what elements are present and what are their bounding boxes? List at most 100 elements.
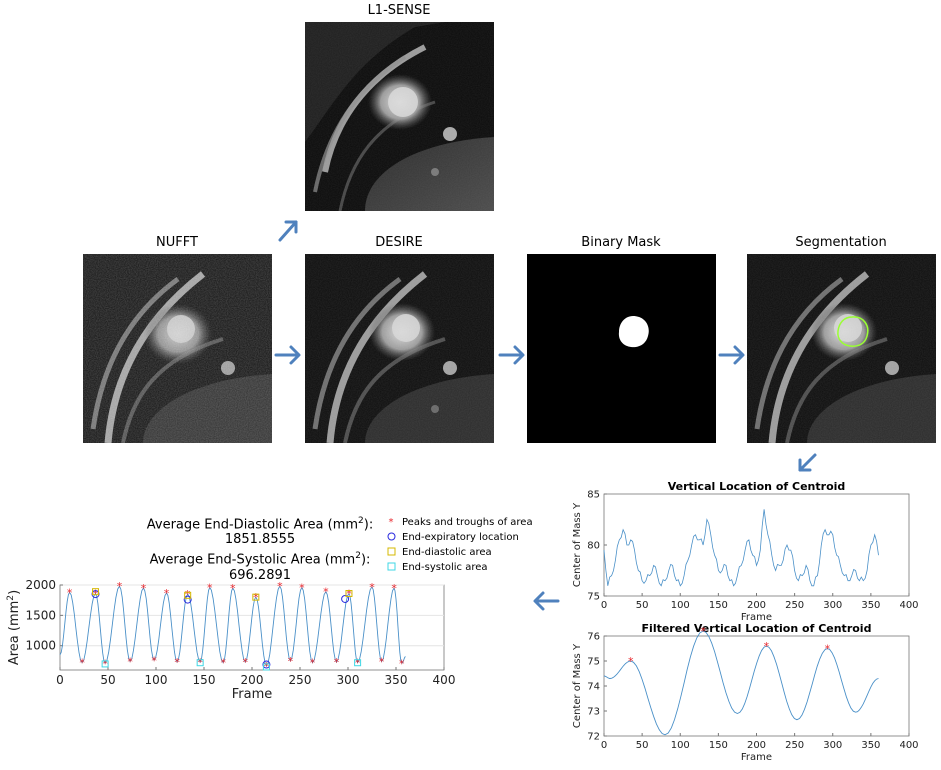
desire-image <box>305 254 494 443</box>
x-tick-label: 100 <box>671 600 690 611</box>
x-axis-label: Frame <box>232 687 273 700</box>
x-tick-label: 300 <box>337 673 360 687</box>
x-tick-label: 0 <box>56 673 64 687</box>
area-legend: * Peaks and troughs of area End-expirator… <box>380 515 533 575</box>
x-tick-label: 250 <box>785 600 804 611</box>
y-tick-label: 85 <box>587 489 600 500</box>
chart-title: Vertical Location of Centroid <box>668 480 846 493</box>
peak-marker: * <box>825 643 831 656</box>
vertical-series-line <box>603 509 879 587</box>
x-tick-label: 300 <box>823 740 842 751</box>
peak-marker: * <box>700 625 706 638</box>
plot-box <box>603 635 910 737</box>
x-tick-label: 150 <box>193 673 216 687</box>
peak-marker: * <box>764 640 770 653</box>
end-expiratory-marker <box>183 595 192 604</box>
peak-marker: * <box>174 656 180 669</box>
ed-area-value: 1851.8555 <box>224 532 296 547</box>
y-tick-label: 72 <box>587 731 600 742</box>
end-systolic-marker <box>354 659 362 667</box>
arrow-seg-plots <box>798 453 817 472</box>
x-tick-label: 100 <box>671 740 690 751</box>
y-tick-label: 76 <box>587 631 600 642</box>
x-tick-label: 50 <box>636 740 649 751</box>
x-tick-label: 400 <box>899 740 918 751</box>
peak-marker: * <box>323 586 329 599</box>
peak-marker: * <box>277 580 283 593</box>
peak-marker: * <box>102 657 108 670</box>
peak-marker: * <box>310 657 316 670</box>
end-systolic-marker <box>262 663 270 671</box>
legend-es: End-systolic area <box>380 560 533 575</box>
x-axis-label: Frame <box>741 612 772 623</box>
end-diastolic-marker <box>252 593 260 601</box>
filtered-centroid-chart: 0 50 100 150 200 250 300 350 400 72 73 74 75 76 Filter… <box>572 622 919 763</box>
peak-marker: * <box>391 582 397 595</box>
y-axis-label: Center of Mass Y <box>572 643 583 728</box>
title-segmentation: Segmentation <box>795 235 887 250</box>
y-tick-label: 74 <box>587 681 600 692</box>
end-diastolic-marker <box>184 591 192 599</box>
end-diastolic-marker <box>345 590 353 597</box>
binary-mask-image <box>527 254 716 443</box>
arrow-plots-area <box>533 591 560 611</box>
peak-marker: * <box>79 657 85 670</box>
square-marker-icon <box>380 547 402 559</box>
peak-marker: * <box>230 582 236 595</box>
end-systolic-marker <box>196 659 204 667</box>
x-tick-label: 100 <box>145 673 168 687</box>
title-binary-mask: Binary Mask <box>581 235 661 250</box>
y-tick-label: 73 <box>587 706 600 717</box>
es-area-value: 696.2891 <box>228 568 292 583</box>
x-tick-label: 400 <box>433 673 456 687</box>
ed-area-label: Average End-Diastolic Area (mm2): <box>146 516 374 533</box>
peak-marker: * <box>346 588 352 601</box>
segmentation-contour <box>837 316 869 347</box>
peak-marker: * <box>379 656 385 669</box>
end-expiratory-marker <box>341 594 350 603</box>
peak-marker: * <box>117 580 123 593</box>
x-tick-label: 150 <box>709 740 728 751</box>
y-axis-label: Area (mm2) <box>6 590 22 665</box>
arrow-mask-seg <box>718 345 745 365</box>
peak-marker: * <box>355 657 361 670</box>
nufft-image <box>83 254 272 443</box>
peak-marker: * <box>369 581 375 594</box>
y-tick-label: 2000 <box>25 578 56 592</box>
peak-marker: * <box>628 655 634 668</box>
chart-title: Filtered Vertical Location of Centroid <box>642 622 872 635</box>
peak-marker: * <box>185 588 191 601</box>
x-tick-label: 200 <box>241 673 264 687</box>
arrow-nufft-desire <box>274 345 301 365</box>
vertical-centroid-chart: 0 50 100 150 200 250 300 350 400 75 80 85 Vertical L… <box>572 480 919 623</box>
peak-marker: * <box>93 588 99 601</box>
x-tick-label: 300 <box>823 600 842 611</box>
x-tick-label: 400 <box>899 600 918 611</box>
x-tick-label: 0 <box>601 600 607 611</box>
es-area-label: Average End-Systolic Area (mm2): <box>149 551 371 568</box>
plot-box <box>59 584 445 671</box>
area-chart: 0 50 100 150 200 250 300 350 400 1000 1500 2000 Fram… <box>6 578 456 700</box>
circle-marker-icon <box>380 532 402 544</box>
peak-marker: * <box>141 582 147 595</box>
l1sense-image <box>305 22 494 211</box>
area-series-line <box>59 585 406 667</box>
end-diastolic-marker <box>92 588 100 596</box>
peak-marker: * <box>67 586 73 599</box>
peak-marker: * <box>334 656 340 669</box>
peak-marker: * <box>264 660 270 673</box>
peak-marker: * <box>299 581 305 594</box>
peak-marker: * <box>220 657 226 670</box>
peak-marker: * <box>197 656 203 669</box>
x-tick-label: 350 <box>861 600 880 611</box>
x-tick-label: 200 <box>747 600 766 611</box>
peak-marker: * <box>207 581 213 594</box>
peak-marker: * <box>253 591 259 604</box>
y-tick-label: 75 <box>587 591 600 602</box>
x-tick-label: 50 <box>100 673 115 687</box>
square-marker-icon <box>380 562 402 574</box>
title-desire: DESIRE <box>375 235 423 250</box>
segmentation-image <box>747 254 936 443</box>
filtered-series-line <box>604 630 879 736</box>
